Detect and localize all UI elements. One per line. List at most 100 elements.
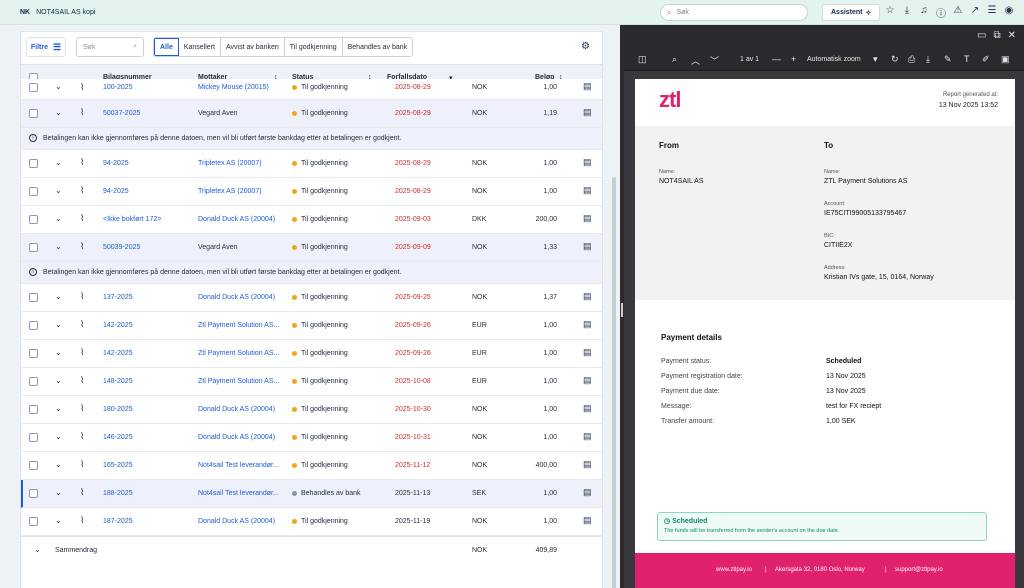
row-number[interactable]: 137-2025: [103, 294, 133, 301]
attachment-icon[interactable]: ⌇: [80, 185, 85, 195]
chevron-down-icon[interactable]: ⌄: [55, 292, 62, 301]
row-number[interactable]: 94-2025: [103, 188, 129, 195]
table-row[interactable]: ⌄ ⌇ 165-2025 Not4sail Test leverandør...…: [21, 452, 602, 480]
search-icon[interactable]: ⌕: [672, 54, 678, 64]
company-name[interactable]: NOT4SAIL AS kopi: [36, 8, 96, 16]
row-checkbox[interactable]: [29, 83, 38, 92]
text-icon[interactable]: T: [964, 54, 970, 64]
external-link-icon[interactable]: ↗: [970, 5, 980, 16]
chip-cancelled[interactable]: Kansellert: [179, 38, 221, 56]
sort-icon[interactable]: ↕: [274, 74, 278, 81]
chevron-down-icon[interactable]: ⌄: [55, 242, 62, 251]
attachment-icon[interactable]: ⌇: [80, 375, 85, 385]
document-icon[interactable]: ▤: [583, 347, 592, 357]
attachment-icon[interactable]: ⌇: [80, 107, 85, 117]
attachment-icon[interactable]: ⌇: [80, 487, 85, 497]
header-status[interactable]: Status: [292, 74, 314, 81]
row-number[interactable]: 148-2025: [103, 378, 133, 385]
table-search-input[interactable]: Søk ⌕: [76, 37, 144, 57]
row-checkbox[interactable]: [29, 321, 38, 330]
document-icon[interactable]: ▤: [583, 185, 592, 195]
popout-icon[interactable]: ⧉: [993, 30, 1001, 41]
chevron-down-icon[interactable]: ⌄: [55, 376, 62, 385]
star-icon[interactable]: ☆: [885, 5, 895, 16]
document-icon[interactable]: ▤: [583, 487, 592, 497]
table-row[interactable]: ⌄ ⌇ 100-2025 Mickey Mouse (20015) Til go…: [21, 79, 602, 100]
table-row[interactable]: ⌄ ⌇ 50037-2025 Vegard Aven Til godkjenni…: [21, 100, 602, 128]
table-row[interactable]: ⌄ ⌇ 137-2025 Donald Duck AS (20004) Til …: [21, 284, 602, 312]
chevron-down-icon[interactable]: ⌄: [55, 186, 62, 195]
chevron-down-icon[interactable]: ﹀: [710, 56, 720, 66]
header-due[interactable]: Forfallsdato: [387, 74, 428, 81]
attachment-icon[interactable]: ⌇: [80, 403, 85, 413]
zoom-in-icon[interactable]: +: [791, 54, 797, 64]
draw-icon[interactable]: ✐: [982, 54, 990, 64]
bell-icon[interactable]: ♫: [920, 5, 928, 16]
chevron-down-icon[interactable]: ⌄: [55, 320, 62, 329]
row-checkbox[interactable]: [29, 517, 38, 526]
document-icon[interactable]: ▤: [583, 431, 592, 441]
row-receiver[interactable]: Mickey Mouse (20015): [198, 84, 269, 91]
row-receiver[interactable]: Ztl Payment Solution AS...: [198, 350, 280, 357]
row-receiver[interactable]: Ztl Payment Solution AS...: [198, 378, 280, 385]
sort-desc-icon[interactable]: ▾: [449, 74, 453, 82]
document-icon[interactable]: ▤: [583, 403, 592, 413]
chevron-down-icon[interactable]: ⌄: [55, 108, 62, 117]
chip-all[interactable]: Alle: [154, 38, 179, 56]
table-row[interactable]: ⌄ ⌇ 142-2025 Ztl Payment Solution AS... …: [21, 340, 602, 368]
row-receiver[interactable]: Not4sail Test leverandør...: [198, 490, 279, 497]
row-receiver[interactable]: Ztl Payment Solution AS...: [198, 322, 280, 329]
document-icon[interactable]: ▤: [583, 81, 592, 91]
sidebar-toggle-icon[interactable]: ◫: [638, 54, 647, 64]
attachment-icon[interactable]: ⌇: [80, 459, 85, 469]
row-checkbox[interactable]: [29, 109, 38, 118]
row-number[interactable]: 50039-2025: [103, 244, 141, 251]
download-icon[interactable]: ⤓: [904, 5, 910, 16]
assistant-button[interactable]: Assistent ✧: [822, 4, 881, 21]
chevron-down-icon[interactable]: ⌄: [55, 348, 62, 357]
chip-rejected[interactable]: Avvist av banken: [221, 38, 285, 56]
gear-icon[interactable]: ⚙: [581, 41, 590, 52]
chevron-down-icon[interactable]: ⌄: [55, 488, 62, 497]
row-checkbox[interactable]: [29, 433, 38, 442]
row-number[interactable]: 146-2025: [103, 434, 133, 441]
filter-button[interactable]: Filtre ☰: [26, 37, 66, 57]
table-row-selected[interactable]: ⌄ ⌇ 188-2025 Not4sail Test leverandør...…: [21, 480, 602, 508]
rotate-icon[interactable]: ↻: [891, 54, 899, 64]
attachment-icon[interactable]: ⌇: [80, 157, 85, 167]
sort-icon[interactable]: ↕: [368, 74, 372, 81]
row-checkbox[interactable]: [29, 215, 38, 224]
row-checkbox[interactable]: [29, 377, 38, 386]
print-icon[interactable]: ⎙: [908, 54, 916, 64]
document-icon[interactable]: ▤: [583, 213, 592, 223]
warning-icon[interactable]: ⚠: [953, 5, 963, 16]
header-receiver[interactable]: Mottaker: [198, 74, 228, 81]
header-amount[interactable]: Beløp: [535, 74, 555, 81]
split-divider[interactable]: [620, 25, 624, 588]
chevron-down-icon[interactable]: ⌄: [55, 404, 62, 413]
chevron-down-icon[interactable]: ⌄: [55, 432, 62, 441]
row-checkbox[interactable]: [29, 349, 38, 358]
table-row[interactable]: ⌄ ⌇ 146-2025 Donald Duck AS (20004) Til …: [21, 424, 602, 452]
row-receiver[interactable]: Donald Duck AS (20004): [198, 406, 276, 413]
row-receiver[interactable]: Tripletex AS (20007): [198, 160, 262, 167]
row-number[interactable]: 100-2025: [103, 84, 133, 91]
document-icon[interactable]: ▤: [583, 107, 592, 117]
row-number[interactable]: 187-2025: [103, 518, 133, 525]
minimize-icon[interactable]: ▭: [977, 30, 987, 41]
row-checkbox[interactable]: [29, 243, 38, 252]
highlight-icon[interactable]: ✎: [944, 54, 952, 64]
table-scrollbar[interactable]: [612, 177, 616, 588]
attachment-icon[interactable]: ⌇: [80, 213, 85, 223]
row-number[interactable]: 94-2025: [103, 160, 129, 167]
attachment-icon[interactable]: ⌇: [80, 241, 85, 251]
image-icon[interactable]: ▣: [1001, 54, 1010, 64]
chevron-down-icon[interactable]: ⌄: [55, 460, 62, 469]
zoom-out-icon[interactable]: —: [772, 54, 781, 64]
header-number[interactable]: Bilagsnummer: [103, 74, 152, 81]
attachment-icon[interactable]: ⌇: [80, 431, 85, 441]
row-receiver[interactable]: Donald Duck AS (20004): [198, 434, 276, 441]
row-number[interactable]: <Ikke bokført 172>: [103, 216, 162, 223]
row-checkbox[interactable]: [29, 405, 38, 414]
document-icon[interactable]: ▤: [583, 291, 592, 301]
